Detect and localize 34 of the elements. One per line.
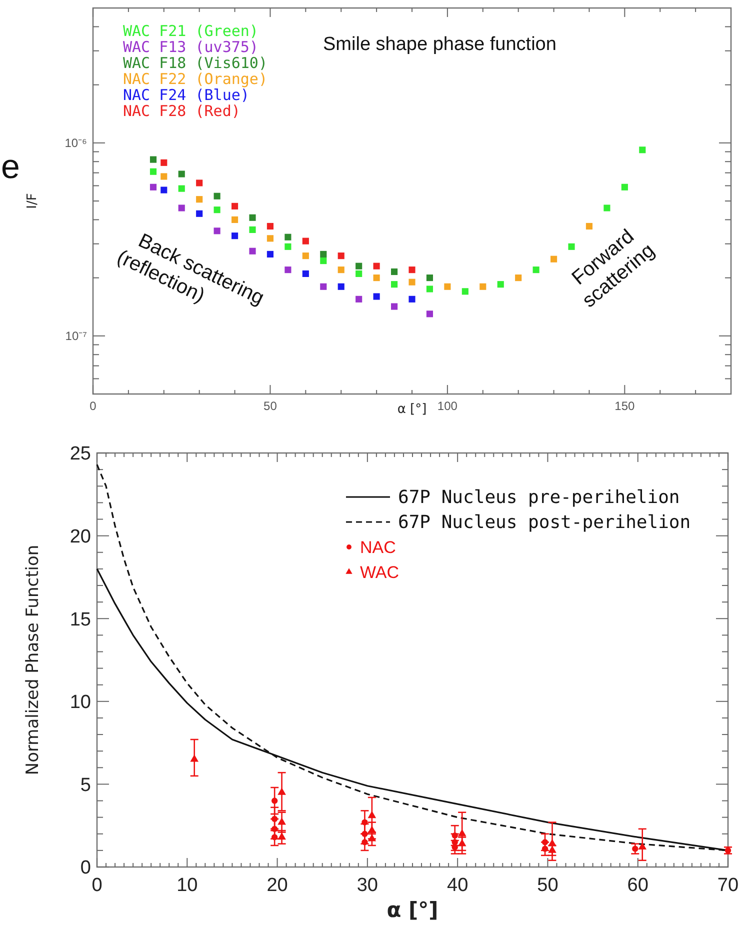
y-tick-label: 10⁻⁷: [65, 329, 87, 344]
legend-label: 67P Nucleus pre-perihelion: [398, 487, 680, 508]
y-tick-label: 10⁻⁶: [64, 136, 88, 150]
text: WAC F13 (uv375): [123, 38, 258, 56]
annotation: Smile shape phase function: [323, 34, 556, 55]
text: e: [1, 148, 20, 186]
y-tick-label: 25: [70, 444, 91, 465]
y-tick-label: 20: [70, 526, 91, 548]
text: NAC F28 (Red): [123, 102, 240, 120]
legend-label: 67P Nucleus post-perihelion: [398, 512, 691, 533]
y-tick-label: 15: [70, 609, 91, 630]
x-axis-title: α [°]: [386, 898, 438, 922]
text: NAC F24 (Blue): [123, 86, 250, 104]
x-tick-label: 150: [614, 399, 635, 413]
text: WAC F18 (Vis610): [123, 54, 268, 72]
y-tick-label: 5: [80, 774, 91, 796]
x-tick-label: 50: [537, 875, 558, 896]
x-tick-label: 60: [627, 875, 648, 896]
y-axis-title: Normalized Phase Function: [23, 544, 43, 776]
x-tick-label: 20: [266, 875, 288, 896]
legend-label: WAC: [360, 563, 400, 582]
x-tick-label: 50: [264, 399, 278, 413]
x-tick-label: 10: [176, 875, 198, 896]
y-axis-title: I/F: [25, 193, 40, 209]
text: NAC F22 (Orange): [123, 70, 268, 88]
x-tick-label: 70: [717, 875, 739, 896]
legend-label: NAC: [360, 538, 396, 557]
x-tick-label: 40: [447, 875, 468, 896]
x-tick-label: 100: [437, 399, 458, 413]
x-axis-title: α [°]: [397, 402, 427, 417]
x-tick-label: 30: [356, 875, 378, 896]
y-tick-label: 10: [70, 692, 91, 714]
y-tick-label: 0: [80, 858, 91, 879]
text: WAC F21 (Green): [123, 22, 258, 40]
